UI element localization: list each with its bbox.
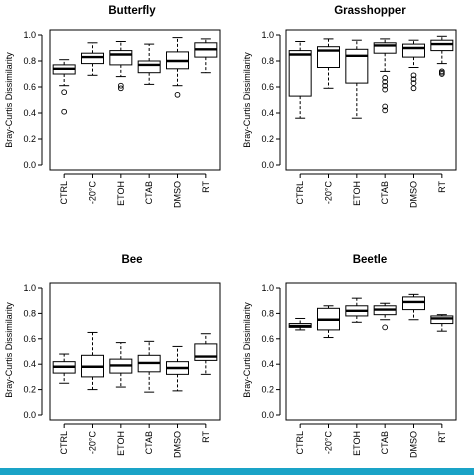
x-tick-label: -20°C [324,181,334,205]
y-tick-label: 0.4 [23,108,36,118]
x-tick-label: CTRL [295,181,305,205]
panel-title: Butterfly [108,5,156,17]
box [430,39,454,52]
y-tick-label: 0.4 [261,359,274,369]
x-tick-label: RT [437,431,447,443]
y-tick-label: 1.0 [261,283,274,293]
plot-frame [285,282,457,421]
y-tick-label: 0.8 [261,308,274,318]
x-tick-label: CTRL [295,431,305,455]
y-tick-label: 0.6 [261,82,274,92]
x-tick-label: DMSO [173,181,183,208]
outlier-point [117,85,124,92]
plot-frame [49,29,221,171]
x-tick-label: DMSO [409,181,419,208]
y-axis-label: Bray-Curtis Dissimilarity [4,302,14,398]
y-tick-label: 0.4 [23,359,36,369]
box [430,315,454,325]
y-tick-label: 1.0 [23,30,36,40]
x-tick-label: CTAB [380,181,390,204]
x-tick-label: ETOH [352,431,362,456]
outlier-point [438,68,445,75]
y-axis-label: Bray-Curtis Dissimilarity [242,52,252,148]
box [402,296,425,311]
panel-title: Grasshopper [334,5,406,17]
box [373,42,397,54]
outlier-point [382,78,389,85]
x-tick-label: CTAB [380,431,390,454]
y-axis-label: Bray-Curtis Dissimilarity [242,302,252,398]
box [137,60,161,74]
box [109,50,133,66]
outlier-point [382,82,389,89]
box [194,343,218,361]
box [402,43,425,58]
bottom-accent-strip [0,468,474,475]
x-tick-label: DMSO [173,431,183,458]
y-tick-label: 0.2 [23,134,36,144]
x-tick-label: -20°C [324,431,334,455]
x-tick-label: RT [201,431,211,443]
plot-frame [49,282,221,421]
x-tick-label: CTAB [144,181,154,204]
y-tick-label: 0.6 [261,334,274,344]
y-tick-label: 0.8 [23,56,36,66]
y-tick-label: 0.0 [261,160,274,170]
x-tick-label: RT [201,181,211,193]
y-tick-label: 0.8 [23,308,36,318]
y-tick-label: 0.4 [261,108,274,118]
y-tick-label: 0.8 [261,56,274,66]
x-tick-label: CTRL [59,431,69,455]
box [317,46,340,68]
y-tick-label: 0.2 [261,385,274,395]
outlier-point [61,108,68,115]
outlier-point [382,324,389,331]
y-tick-label: 1.0 [23,283,36,293]
y-tick-label: 1.0 [261,30,274,40]
x-tick-label: -20°C [88,431,98,455]
outlier-point [174,91,181,98]
x-tick-label: RT [437,181,447,193]
panel-title: Bee [121,254,142,266]
outlier-point [382,103,389,110]
box [288,50,312,97]
y-tick-label: 0.6 [23,82,36,92]
y-tick-label: 0.0 [23,160,36,170]
box [81,52,104,65]
x-tick-label: DMSO [409,431,419,458]
outlier-point [410,72,417,79]
outlier-point [382,75,389,81]
outlier-point [410,85,417,92]
outlier-point [61,89,68,96]
outlier-point [382,86,389,93]
outlier-point [410,76,417,83]
panel-title: Beetle [353,254,388,266]
plot-frame [285,29,457,171]
x-tick-label: CTAB [144,431,154,454]
x-tick-label: ETOH [116,431,126,456]
x-tick-label: -20°C [88,181,98,205]
y-tick-label: 0.6 [23,334,36,344]
y-tick-label: 0.0 [261,410,274,420]
outlier-point [382,107,389,114]
x-tick-label: ETOH [116,181,126,206]
y-axis-label: Bray-Curtis Dissimilarity [4,52,14,148]
x-tick-label: ETOH [352,181,362,206]
x-tick-label: CTRL [59,181,69,205]
y-tick-label: 0.0 [23,410,36,420]
outlier-point [117,82,124,89]
box [345,48,369,84]
y-tick-label: 0.2 [23,385,36,395]
y-tick-label: 0.2 [261,134,274,144]
